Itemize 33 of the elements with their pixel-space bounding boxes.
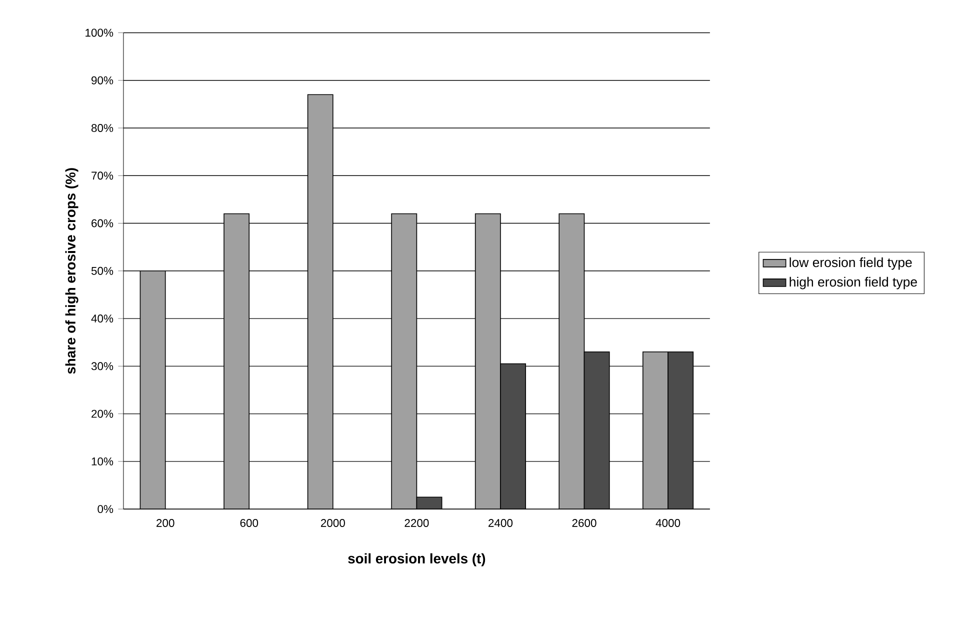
- x-axis-title: soil erosion levels (t): [348, 553, 486, 566]
- y-tick-label: 80%: [91, 124, 114, 132]
- y-tick-label: 20%: [92, 410, 114, 418]
- y-tick-label: 90%: [92, 76, 114, 84]
- bar: [474, 213, 501, 509]
- legend-label: low erosion field type: [790, 257, 912, 270]
- y-tick-label: 0%: [98, 505, 114, 513]
- x-tick-label: 2000: [320, 518, 345, 527]
- bar: [140, 270, 166, 509]
- x-tick-label: 2400: [488, 518, 513, 527]
- y-tick-label: 70%: [92, 172, 114, 180]
- bar: [416, 497, 442, 509]
- x-tick-label: 4000: [656, 518, 680, 527]
- y-tick-label: 50%: [91, 266, 114, 275]
- x-tick-label: 2200: [404, 518, 429, 527]
- y-tick-label: 60%: [92, 219, 114, 228]
- bar: [307, 94, 334, 509]
- bar: [642, 351, 668, 509]
- bar: [668, 351, 694, 509]
- x-tick-label: 600: [240, 518, 258, 527]
- x-tick-label: 200: [156, 518, 174, 527]
- y-tick-label: 10%: [92, 457, 114, 466]
- x-tick-label: 2600: [572, 518, 596, 527]
- bar: [584, 351, 610, 509]
- y-axis-title: share of high erosive crops (%): [65, 168, 78, 374]
- bar: [500, 363, 526, 509]
- bar: [391, 213, 418, 509]
- bar: [558, 213, 585, 509]
- y-tick-label: 100%: [86, 28, 114, 37]
- bar: [224, 213, 250, 509]
- legend-label: high erosion field type: [790, 276, 917, 290]
- y-tick-label: 40%: [91, 314, 114, 322]
- y-tick-label: 30%: [91, 362, 114, 370]
